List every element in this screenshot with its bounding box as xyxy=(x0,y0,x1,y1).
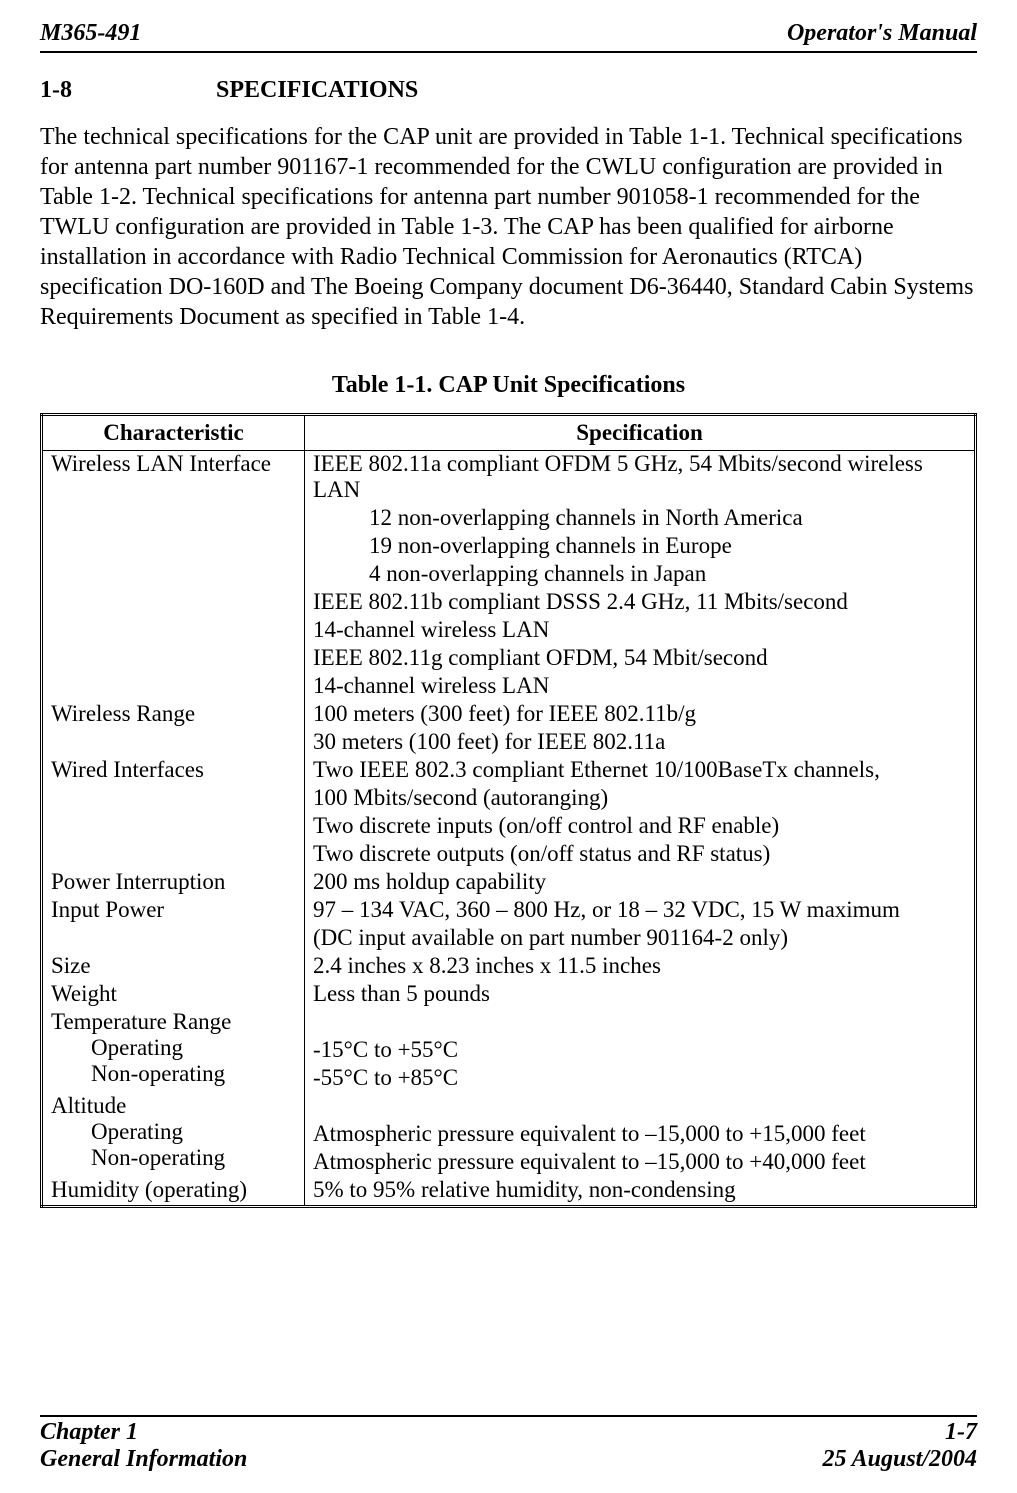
characteristic-cell: Wireless LAN Interface xyxy=(42,451,305,702)
characteristic-label: Power Interruption xyxy=(51,869,296,895)
footer-page-number: 1-7 xyxy=(945,1419,977,1446)
table-row: Wireless Range 100 meters (300 feet) for … xyxy=(42,701,976,757)
specification-cell: IEEE 802.11a compliant OFDM 5 GHz, 54 Mb… xyxy=(305,451,976,702)
specification-line: 14-channel wireless LAN xyxy=(313,673,966,699)
characteristic-cell: Wireless Range xyxy=(42,701,305,757)
characteristic-label: Weight xyxy=(51,981,296,1007)
col-specification: Specification xyxy=(305,415,976,451)
characteristic-label: Humidity (operating) xyxy=(51,1177,296,1203)
characteristic-label: Wired Interfaces xyxy=(51,757,296,783)
table-row: Input Power 97 – 134 VAC, 360 – 800 Hz, o… xyxy=(42,897,976,953)
specification-line: 4 non-overlapping channels in Japan xyxy=(313,561,966,587)
specification-line: Atmospheric pressure equivalent to –15,0… xyxy=(313,1121,966,1147)
footer-date: 25 August/2004 xyxy=(823,1446,978,1473)
specification-line: 12 non-overlapping channels in North Ame… xyxy=(313,505,966,531)
specification-line: -15°C to +55°C xyxy=(313,1037,966,1063)
specification-line: Two IEEE 802.3 compliant Ethernet 10/100… xyxy=(313,757,966,783)
specification-line: Two discrete inputs (on/off control and … xyxy=(313,813,966,839)
table-row: Wired Interfaces Two IEEE 802.3 compliant… xyxy=(42,757,976,869)
specification-line: IEEE 802.11b compliant DSSS 2.4 GHz, 11 … xyxy=(313,589,966,615)
specification-cell: 5% to 95% relative humidity, non-condens… xyxy=(305,1177,976,1207)
specification-cell: Atmospheric pressure equivalent to –15,0… xyxy=(305,1093,976,1177)
specification-line: 19 non-overlapping channels in Europe xyxy=(313,533,966,559)
characteristic-cell: Power Interruption xyxy=(42,869,305,897)
table-row: Size 2.4 inches x 8.23 inches x 11.5 inch… xyxy=(42,953,976,981)
table-row: AltitudeOperatingNon-operating Atmospher… xyxy=(42,1093,976,1177)
specification-cell: -15°C to +55°C-55°C to +85°C xyxy=(305,1009,976,1093)
specification-cell: Two IEEE 802.3 compliant Ethernet 10/100… xyxy=(305,757,976,869)
characteristic-label: Wireless LAN Interface xyxy=(51,451,296,477)
specification-line: 30 meters (100 feet) for IEEE 802.11a xyxy=(313,729,966,755)
table-caption: Table 1-1. CAP Unit Specifications xyxy=(40,372,977,399)
specification-line: Two discrete outputs (on/off status and … xyxy=(313,841,966,867)
characteristic-sub: Non-operating xyxy=(51,1061,296,1087)
characteristic-label: Size xyxy=(51,953,296,979)
header-left: M365-491 xyxy=(40,20,141,47)
specification-line: IEEE 802.11a compliant OFDM 5 GHz, 54 Mb… xyxy=(313,451,966,503)
specification-line: Less than 5 pounds xyxy=(313,981,966,1007)
characteristic-cell: Temperature RangeOperatingNon-operating xyxy=(42,1009,305,1093)
specification-cell: Less than 5 pounds xyxy=(305,981,976,1009)
specification-line: 2.4 inches x 8.23 inches x 11.5 inches xyxy=(313,953,966,979)
specification-line xyxy=(313,1093,966,1119)
header-right: Operator's Manual xyxy=(787,20,977,47)
specification-line: 5% to 95% relative humidity, non-condens… xyxy=(313,1177,966,1203)
page-footer: Chapter 1 1-7 General Information 25 Aug… xyxy=(40,1415,977,1473)
table-row: Power Interruption 200 ms holdup capabili… xyxy=(42,869,976,897)
characteristic-cell: Weight xyxy=(42,981,305,1009)
specification-cell: 2.4 inches x 8.23 inches x 11.5 inches xyxy=(305,953,976,981)
characteristic-cell: Input Power xyxy=(42,897,305,953)
characteristic-label: Altitude xyxy=(51,1093,296,1119)
specification-line: (DC input available on part number 90116… xyxy=(313,925,966,951)
page: M365-491 Operator's Manual 1-8 SPECIFICA… xyxy=(0,0,1017,1493)
section-heading: 1-8 SPECIFICATIONS xyxy=(40,77,977,104)
specification-line: 14-channel wireless LAN xyxy=(313,617,966,643)
intro-paragraph: The technical specifications for the CAP… xyxy=(40,122,977,332)
characteristic-label: Input Power xyxy=(51,897,296,923)
specification-line: Atmospheric pressure equivalent to –15,0… xyxy=(313,1149,966,1175)
specification-line: 200 ms holdup capability xyxy=(313,869,966,895)
table-row: Wireless LAN Interface IEEE 802.11a compl… xyxy=(42,451,976,702)
specification-line xyxy=(313,1009,966,1035)
characteristic-sub: Operating xyxy=(51,1035,296,1061)
table-row: Temperature RangeOperatingNon-operating … xyxy=(42,1009,976,1093)
specification-cell: 200 ms holdup capability xyxy=(305,869,976,897)
specification-cell: 100 meters (300 feet) for IEEE 802.11b/g… xyxy=(305,701,976,757)
section-number: 1-8 xyxy=(40,77,210,104)
col-characteristic: Characteristic xyxy=(42,415,305,451)
characteristic-cell: Wired Interfaces xyxy=(42,757,305,869)
specification-line: -55°C to +85°C xyxy=(313,1065,966,1091)
section-title: SPECIFICATIONS xyxy=(216,77,418,103)
specification-line: IEEE 802.11g compliant OFDM, 54 Mbit/sec… xyxy=(313,645,966,671)
specification-line: 100 Mbits/second (autoranging) xyxy=(313,785,966,811)
specification-line: 97 – 134 VAC, 360 – 800 Hz, or 18 – 32 V… xyxy=(313,897,966,923)
footer-section: General Information xyxy=(40,1446,247,1473)
characteristic-label: Temperature Range xyxy=(51,1009,296,1035)
table-header-row: Characteristic Specification xyxy=(42,415,976,451)
spec-table: Characteristic Specification Wireless LA… xyxy=(40,413,977,1208)
characteristic-sub: Operating xyxy=(51,1119,296,1145)
page-header: M365-491 Operator's Manual xyxy=(40,20,977,53)
characteristic-cell: Humidity (operating) xyxy=(42,1177,305,1207)
table-row: Humidity (operating) 5% to 95% relative h… xyxy=(42,1177,976,1207)
characteristic-label: Wireless Range xyxy=(51,701,296,727)
characteristic-cell: Size xyxy=(42,953,305,981)
footer-chapter: Chapter 1 xyxy=(40,1419,138,1446)
specification-cell: 97 – 134 VAC, 360 – 800 Hz, or 18 – 32 V… xyxy=(305,897,976,953)
characteristic-sub: Non-operating xyxy=(51,1145,296,1171)
characteristic-cell: AltitudeOperatingNon-operating xyxy=(42,1093,305,1177)
table-row: Weight Less than 5 pounds xyxy=(42,981,976,1009)
specification-line: 100 meters (300 feet) for IEEE 802.11b/g xyxy=(313,701,966,727)
